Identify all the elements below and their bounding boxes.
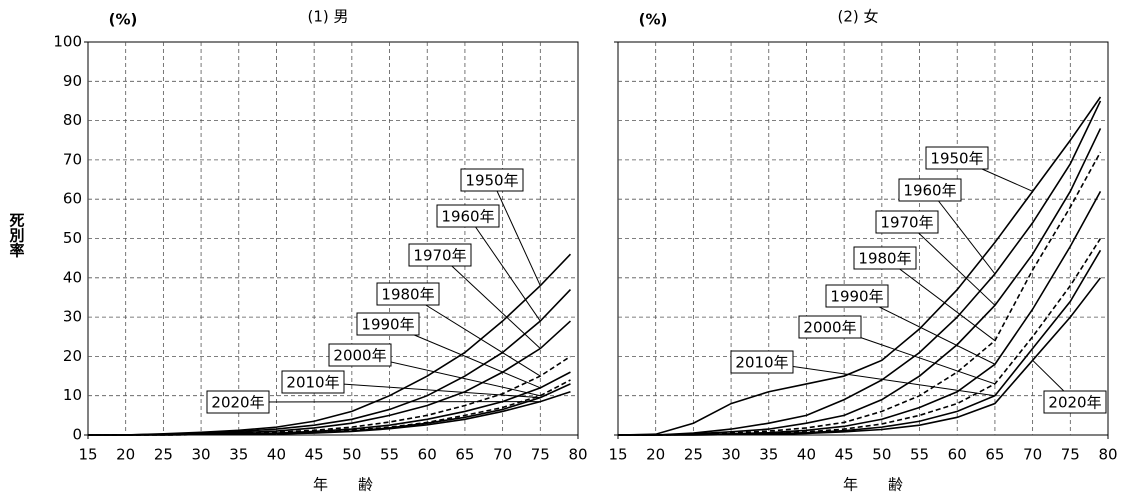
x-tick-label: 80 xyxy=(568,446,587,464)
x-tick-label: 55 xyxy=(380,446,399,464)
y-axis-label: 死別率 xyxy=(8,213,26,259)
x-tick-label: 70 xyxy=(1023,446,1042,464)
legend-label: 1990年 xyxy=(830,288,883,306)
x-tick-label: 35 xyxy=(759,446,778,464)
label-box xyxy=(356,312,420,336)
leader-line xyxy=(407,293,541,377)
x-tick-label: 20 xyxy=(646,446,665,464)
y-tick-label: 20 xyxy=(63,347,82,365)
label-box xyxy=(436,204,500,228)
x-tick-label: 15 xyxy=(78,446,97,464)
leader-line xyxy=(906,221,996,306)
label-box xyxy=(328,343,392,367)
y-tick-label: 30 xyxy=(63,308,82,326)
x-tick-label: 40 xyxy=(267,446,286,464)
x-tick-label: 75 xyxy=(1061,446,1080,464)
x-tick-label: 80 xyxy=(1098,446,1117,464)
x-tick-label: 55 xyxy=(910,446,929,464)
chart-title: (2) 女 xyxy=(837,8,878,26)
line-series xyxy=(618,100,1102,436)
x-tick-label: 35 xyxy=(229,446,248,464)
label-box xyxy=(875,210,939,234)
y-tick-label: 50 xyxy=(63,229,82,247)
label-box xyxy=(853,246,917,270)
y-tick-label: 40 xyxy=(63,268,82,286)
label-box xyxy=(825,284,889,308)
x-tick-label: 65 xyxy=(985,446,1004,464)
x-axis-label: 年 齢 xyxy=(843,476,903,494)
label-box xyxy=(798,315,862,339)
legend-label: 2010年 xyxy=(286,374,339,392)
legend-label: 1950年 xyxy=(465,172,518,190)
label-box xyxy=(460,168,524,192)
x-tick-label: 30 xyxy=(192,446,211,464)
leader-line xyxy=(467,215,541,322)
label-box xyxy=(898,178,962,202)
y-tick-label: 70 xyxy=(63,150,82,168)
legend-label: 1970年 xyxy=(413,247,466,265)
y-tick-label: 90 xyxy=(63,72,82,90)
x-tick-label: 25 xyxy=(154,446,173,464)
legend-label: 2000年 xyxy=(333,347,386,365)
legend-label: 2010年 xyxy=(735,354,788,372)
legend-label: 2000年 xyxy=(803,319,856,337)
label-box xyxy=(1043,390,1107,414)
y-tick-label: 80 xyxy=(63,111,82,129)
legend-label: 1960年 xyxy=(903,182,956,200)
label-box xyxy=(408,243,472,267)
legend-label: 1990年 xyxy=(361,316,414,334)
y-tick-label: 100 xyxy=(53,33,82,51)
x-tick-label: 60 xyxy=(948,446,967,464)
x-tick-label: 60 xyxy=(418,446,437,464)
x-tick-label: 70 xyxy=(493,446,512,464)
unit-label: (%) xyxy=(639,11,668,29)
x-tick-label: 50 xyxy=(342,446,361,464)
leader-line xyxy=(312,381,541,399)
x-tick-label: 50 xyxy=(872,446,891,464)
x-axis-label: 年 齢 xyxy=(313,476,373,494)
y-tick-label: 0 xyxy=(72,426,82,444)
x-tick-label: 45 xyxy=(305,446,324,464)
x-tick-label: 30 xyxy=(722,446,741,464)
line-series xyxy=(617,96,1102,436)
unit-label: (%) xyxy=(109,11,138,29)
x-tick-label: 20 xyxy=(116,446,135,464)
x-tick-label: 65 xyxy=(455,446,474,464)
y-tick-label: 60 xyxy=(63,190,82,208)
legend-label: 2020年 xyxy=(1048,394,1101,412)
legend-label: 1960年 xyxy=(441,208,494,226)
legend-label: 1980年 xyxy=(858,250,911,268)
label-box xyxy=(376,282,440,306)
legend-label: 1980年 xyxy=(381,286,434,304)
y-tick-label: 10 xyxy=(63,386,82,404)
leader-line xyxy=(761,361,995,397)
legend-label: 2020年 xyxy=(211,394,264,412)
leader-line xyxy=(491,179,541,286)
legend-label: 1950年 xyxy=(930,150,983,168)
x-tick-label: 15 xyxy=(608,446,627,464)
label-box xyxy=(206,390,270,414)
leader-line xyxy=(929,189,996,275)
chart-title: (1) 男 xyxy=(307,8,348,26)
leader-line xyxy=(884,257,996,342)
legend-label: 1970年 xyxy=(880,214,933,232)
label-box xyxy=(730,350,794,374)
x-tick-label: 25 xyxy=(684,446,703,464)
line-series xyxy=(88,391,571,436)
label-box xyxy=(281,370,345,394)
x-tick-label: 45 xyxy=(835,446,854,464)
leader-line xyxy=(439,254,541,349)
line-series xyxy=(618,277,1102,436)
x-tick-label: 75 xyxy=(531,446,550,464)
x-tick-label: 40 xyxy=(797,446,816,464)
label-box xyxy=(925,146,989,170)
